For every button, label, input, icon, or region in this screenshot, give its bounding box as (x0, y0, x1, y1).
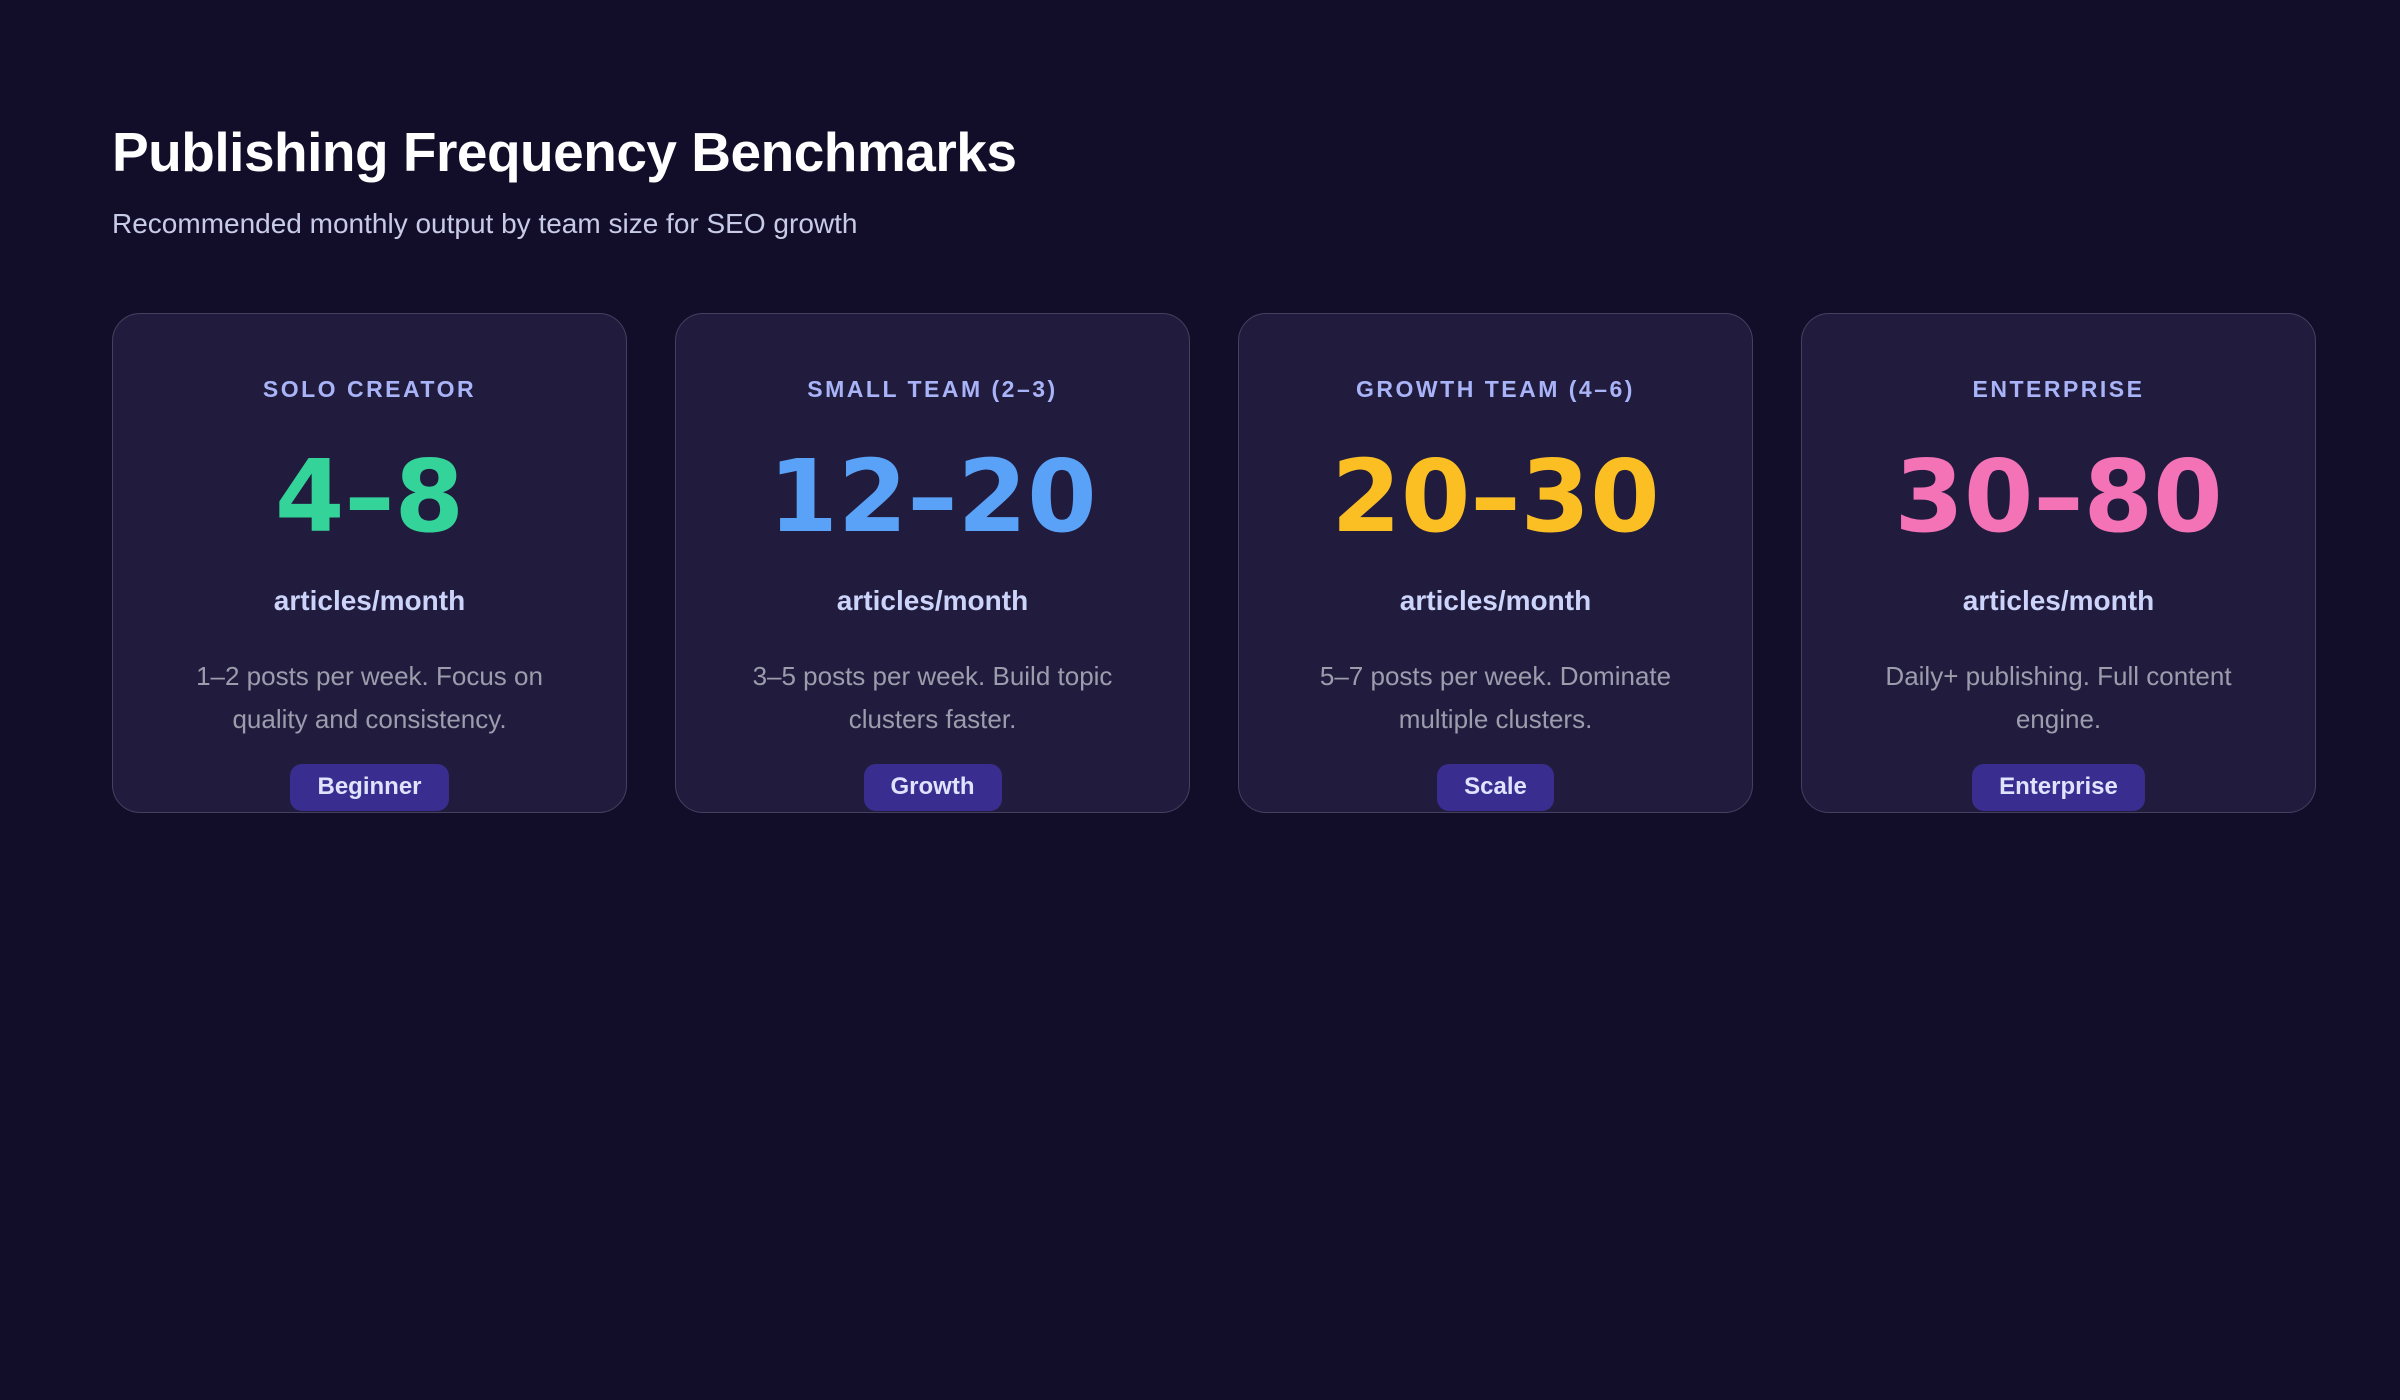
card-range-value: 4–8 (274, 438, 465, 555)
benchmark-card-enterprise: ENTERPRISE 30–80 articles/month Daily+ p… (1801, 313, 2316, 813)
tier-badge: Growth (863, 764, 1002, 811)
card-description: 3–5 posts per week. Build topic clusters… (752, 661, 1113, 734)
card-description: 1–2 posts per week. Focus on quality and… (196, 661, 543, 734)
page-title: Publishing Frequency Benchmarks (112, 121, 1017, 183)
card-label: GROWTH TEAM (4–6) (1356, 376, 1635, 402)
card-range-value: 30–80 (1894, 438, 2223, 555)
tier-badge: Enterprise (1972, 764, 2145, 811)
card-label: ENTERPRISE (1972, 376, 2145, 402)
card-unit: articles/month (1399, 585, 1592, 616)
tier-badge: Scale (1437, 764, 1554, 811)
card-unit: articles/month (836, 585, 1029, 616)
benchmark-card-small-team: SMALL TEAM (2–3) 12–20 articles/month 3–… (675, 313, 1190, 813)
benchmark-card-solo-creator: SOLO CREATOR 4–8 articles/month 1–2 post… (112, 313, 627, 813)
card-label: SOLO CREATOR (262, 376, 477, 402)
tier-badge: Beginner (290, 764, 449, 811)
benchmark-cards-grid: SOLO CREATOR 4–8 articles/month 1–2 post… (112, 313, 2316, 813)
card-unit: articles/month (273, 585, 466, 616)
card-range-value: 20–30 (1331, 438, 1660, 555)
page-subtitle: Recommended monthly output by team size … (112, 208, 858, 239)
benchmark-card-growth-team: GROWTH TEAM (4–6) 20–30 articles/month 5… (1238, 313, 1753, 813)
card-description: 5–7 posts per week. Dominate multiple cl… (1319, 661, 1672, 734)
card-range-value: 12–20 (768, 438, 1097, 555)
card-unit: articles/month (1962, 585, 2155, 616)
card-label: SMALL TEAM (2–3) (807, 376, 1058, 402)
page-content: Publishing Frequency Benchmarks Recommen… (112, 121, 2316, 813)
card-description: Daily+ publishing. Full content engine. (1885, 661, 2232, 734)
